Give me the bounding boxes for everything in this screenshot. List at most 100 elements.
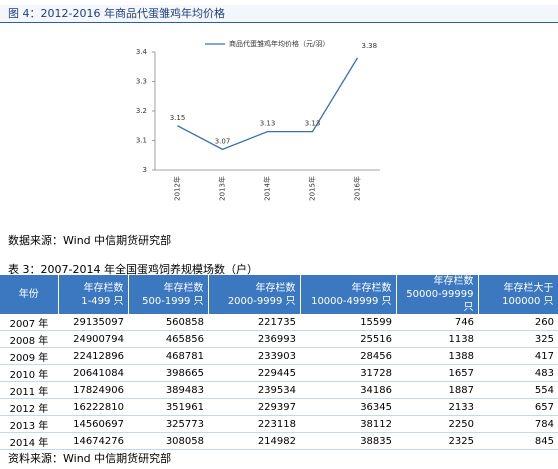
table-cell: 15599 [300, 314, 396, 331]
line-series [177, 57, 359, 151]
figure-title: 图 4：2012-2016 年商品代蛋雏鸡年均价格 [0, 5, 558, 23]
table-cell: 239534 [208, 381, 300, 399]
table-row: 2014 年 14674276 308058 214982 38835 2325 845 [0, 432, 558, 450]
table-row: 2013 年 14560697 325773 223118 38112 2250 784 [0, 415, 558, 433]
header-text: 500-1999 只 [142, 295, 204, 307]
data-label: 3.07 [215, 137, 231, 145]
header-text: 2000-9999 只 [227, 295, 296, 307]
table-cell: 398665 [128, 364, 208, 382]
table-cell: 221735 [208, 314, 300, 331]
header-text: 年存栏数 [433, 276, 474, 287]
y-tick-label: 3.4 [136, 48, 148, 56]
table-cell: 2011 年 [0, 381, 58, 399]
table-cell: 746 [396, 314, 478, 331]
table-cell: 554 [478, 381, 558, 399]
table-row: 2009 年 22412896 468781 233903 28456 1388 417 [0, 347, 558, 365]
data-label: 3.13 [305, 120, 321, 128]
data-label: 3.15 [170, 114, 186, 122]
table-cell: 845 [478, 432, 558, 450]
table-cell: 25516 [300, 330, 396, 348]
table-cell: 31728 [300, 364, 396, 382]
table-cell: 2012 年 [0, 398, 58, 416]
table-cell: 17824906 [58, 381, 128, 399]
header-text: 50000-99999 只 [406, 289, 474, 313]
header-cell: 年存栏数 1-499 只 [58, 275, 129, 314]
table-cell: 24900794 [58, 330, 128, 348]
header-cell: 年存栏数 10000-49999 只 [300, 275, 397, 314]
table-cell: 1388 [396, 347, 478, 365]
y-tick-label: 3 [143, 166, 147, 174]
table-cell: 236993 [208, 330, 300, 348]
data-label: 3.38 [362, 42, 378, 50]
table-row: 2011 年 17824906 389483 239534 34186 1887 554 [0, 381, 558, 399]
header-row: 年份 年存栏数 1-499 只年存栏数 500-1999 只年存栏数 2000-9999… [0, 275, 558, 314]
table-cell: 34186 [300, 381, 396, 399]
table-cell: 38835 [300, 432, 396, 450]
table-row: 2010 年 20641084 398665 229445 31728 1657 483 [0, 364, 558, 382]
data-label: 3.13 [260, 120, 276, 128]
table-cell: 14560697 [58, 415, 128, 433]
table-cell: 2325 [396, 432, 478, 450]
table-cell: 2010 年 [0, 364, 58, 382]
table-cell: 214982 [208, 432, 300, 450]
table: 年份 年存栏数 1-499 只年存栏数 500-1999 只年存栏数 2000-9999… [0, 275, 558, 450]
x-tick-label: 2016年 [353, 176, 362, 201]
table-cell: 2250 [396, 415, 478, 433]
x-tick-label: 2014年 [263, 176, 272, 201]
legend-label: 商品代蛋雏鸡年均价格（元/羽） [229, 39, 329, 48]
header-text: 1-499 只 [81, 295, 124, 307]
header-text: 年存栏数 [83, 282, 124, 294]
table-cell: 351961 [128, 398, 208, 416]
y-tick-label: 3.3 [136, 78, 147, 86]
table-cell: 38112 [300, 415, 396, 433]
table-cell: 233903 [208, 347, 300, 365]
table-cell: 20641084 [58, 364, 128, 382]
table-cell: 1657 [396, 364, 478, 382]
table-cell: 483 [478, 364, 558, 382]
table-cell: 1887 [396, 381, 478, 399]
x-tick-label: 2012年 [173, 176, 182, 201]
table-cell: 36345 [300, 398, 396, 416]
table-cell: 223118 [208, 415, 300, 433]
header-cell: 年存栏数 2000-9999 只 [208, 275, 301, 314]
table-cell: 784 [478, 415, 558, 433]
table-cell: 468781 [128, 347, 208, 365]
table-cell: 325 [478, 330, 558, 348]
table-cell: 229445 [208, 364, 300, 382]
table-cell: 2009 年 [0, 347, 58, 365]
table-cell: 22412896 [58, 347, 128, 365]
table-row: 2012 年 16222810 351961 229397 36345 2133 657 [0, 398, 558, 416]
table-cell: 28456 [300, 347, 396, 365]
header-text: 100000 只 [502, 295, 554, 307]
table-title: 表 3：2007-2014 年全国蛋鸡饲养规模场数（户） [8, 263, 258, 276]
table-cell: 14674276 [58, 432, 128, 450]
table-body: 2007 年 29135097 560858 221735 15599 746 260 200… [0, 314, 558, 450]
chart-source: 数据来源：Wind 中信期货研究部 [8, 234, 172, 247]
table-cell: 325773 [128, 415, 208, 433]
y-tick-label: 3.2 [136, 107, 147, 115]
table-cell: 229397 [208, 398, 300, 416]
table-cell: 308058 [128, 432, 208, 450]
table-cell: 1138 [396, 330, 478, 348]
header-cell: 年存栏大于 100000 只 [478, 275, 558, 314]
header-text: 10000-49999 只 [311, 295, 392, 307]
table-cell: 2014 年 [0, 432, 58, 450]
x-tick-label: 2015年 [308, 176, 317, 201]
header-text: 年存栏数 [163, 282, 204, 294]
table-cell: 389483 [128, 381, 208, 399]
table-cell: 16222810 [58, 398, 128, 416]
header-cell: 年存栏数 500-1999 只 [128, 275, 209, 314]
x-tick-label: 2013年 [218, 176, 227, 201]
table-cell: 465856 [128, 330, 208, 348]
table-cell: 260 [478, 314, 558, 331]
header-text: 年存栏数 [255, 282, 296, 294]
table-cell: 657 [478, 398, 558, 416]
table-row: 2008 年 24900794 465856 236993 25516 1138 325 [0, 330, 558, 348]
header-text: 年存栏大于 [503, 282, 554, 294]
table-cell: 2133 [396, 398, 478, 416]
header-cell: 年存栏数 50000-99999 只 [396, 275, 479, 314]
header-text: 年份 [18, 289, 39, 300]
table-source: 资料来源：Wind 中信期货研究部 [8, 452, 172, 465]
table-cell: 2008 年 [0, 330, 58, 348]
